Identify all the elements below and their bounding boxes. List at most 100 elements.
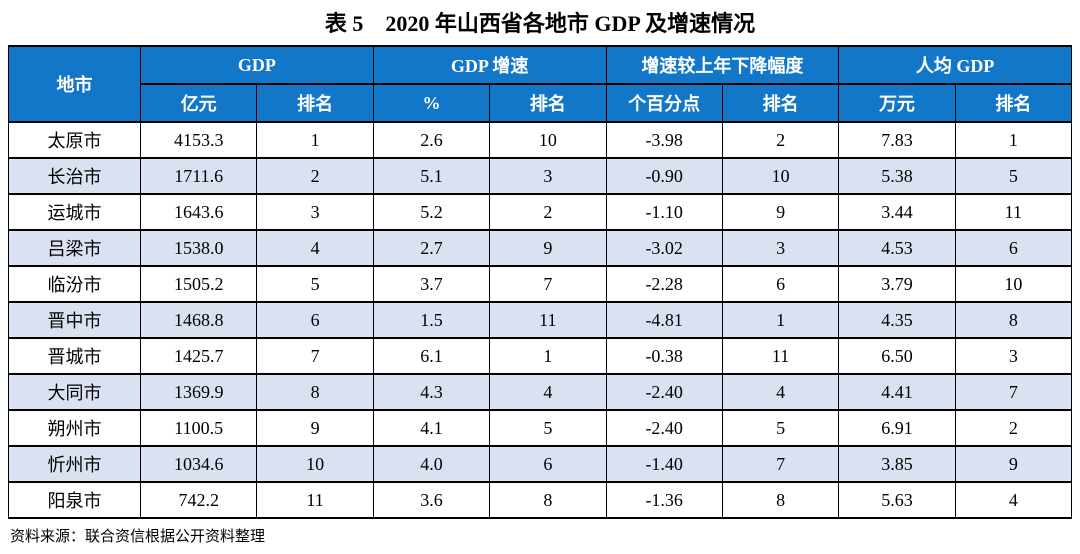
value-cell: 3 xyxy=(489,157,607,195)
value-cell: 2 xyxy=(954,409,1073,447)
value-cell: 7 xyxy=(256,337,374,375)
city-cell: 吕梁市 xyxy=(8,229,141,267)
value-cell: 1643.6 xyxy=(139,193,258,231)
city-cell: 长治市 xyxy=(8,157,141,195)
value-cell: 8 xyxy=(256,373,374,411)
value-cell: 7.83 xyxy=(838,121,956,159)
value-cell: 1100.5 xyxy=(139,409,258,447)
value-cell: 10 xyxy=(256,445,374,483)
value-cell: 3.6 xyxy=(372,481,491,519)
value-cell: -2.40 xyxy=(605,409,723,447)
value-cell: 10 xyxy=(721,157,840,195)
value-cell: 2 xyxy=(256,157,374,195)
value-cell: 5.63 xyxy=(838,481,956,519)
value-cell: 8 xyxy=(721,481,840,519)
value-cell: 1468.8 xyxy=(139,301,258,339)
table-row: 临汾市 1505.2 5 3.7 7 -2.28 6 3.79 10 xyxy=(8,265,1073,303)
table-row: 太原市 4153.3 1 2.6 10 -3.98 2 7.83 1 xyxy=(8,121,1073,159)
col-header-decline-rank: 排名 xyxy=(721,83,840,123)
value-cell: 1034.6 xyxy=(139,445,258,483)
value-cell: -2.40 xyxy=(605,373,723,411)
value-cell: 1505.2 xyxy=(139,265,258,303)
value-cell: 1 xyxy=(256,121,374,159)
value-cell: 4 xyxy=(489,373,607,411)
value-cell: 5.1 xyxy=(372,157,491,195)
value-cell: 3 xyxy=(256,193,374,231)
value-cell: 8 xyxy=(489,481,607,519)
value-cell: 3 xyxy=(954,337,1073,375)
value-cell: 1 xyxy=(954,121,1073,159)
table-row: 忻州市 1034.6 10 4.0 6 -1.40 7 3.85 9 xyxy=(8,445,1073,483)
value-cell: 8 xyxy=(954,301,1073,339)
value-cell: 2.6 xyxy=(372,121,491,159)
value-cell: 1369.9 xyxy=(139,373,258,411)
value-cell: 742.2 xyxy=(139,481,258,519)
group-header-growth-decline: 增速较上年下降幅度 xyxy=(605,45,840,85)
col-header-percap-value: 万元 xyxy=(838,83,956,123)
value-cell: 2 xyxy=(721,121,840,159)
table-row: 吕梁市 1538.0 4 2.7 9 -3.02 3 4.53 6 xyxy=(8,229,1073,267)
group-header-gdp-per-capita: 人均 GDP xyxy=(838,45,1072,85)
value-cell: 10 xyxy=(489,121,607,159)
table-row: 晋城市 1425.7 7 6.1 1 -0.38 11 6.50 3 xyxy=(8,337,1073,375)
value-cell: 5.38 xyxy=(838,157,956,195)
value-cell: 4.1 xyxy=(372,409,491,447)
value-cell: 6.50 xyxy=(838,337,956,375)
value-cell: 5 xyxy=(721,409,840,447)
city-cell: 晋城市 xyxy=(8,337,141,375)
value-cell: 6.1 xyxy=(372,337,491,375)
value-cell: 5 xyxy=(954,157,1073,195)
value-cell: -3.02 xyxy=(605,229,723,267)
table-row: 大同市 1369.9 8 4.3 4 -2.40 4 4.41 7 xyxy=(8,373,1073,411)
value-cell: 4 xyxy=(954,481,1073,519)
value-cell: 3.44 xyxy=(838,193,956,231)
col-header-percap-rank: 排名 xyxy=(954,83,1073,123)
table-title: 表 5 2020 年山西省各地市 GDP 及增速情况 xyxy=(324,11,756,36)
value-cell: 6 xyxy=(489,445,607,483)
value-cell: 11 xyxy=(256,481,374,519)
city-cell: 临汾市 xyxy=(8,265,141,303)
gdp-table: 地市 GDP GDP 增速 增速较上年下降幅度 人均 GDP 亿元 排名 % 排… xyxy=(8,45,1073,519)
group-header-row: 地市 GDP GDP 增速 增速较上年下降幅度 人均 GDP xyxy=(8,45,1072,123)
value-cell: 4 xyxy=(721,373,840,411)
value-cell: 9 xyxy=(954,445,1073,483)
value-cell: 5 xyxy=(489,409,607,447)
value-cell: 6.91 xyxy=(838,409,956,447)
value-cell: 4.0 xyxy=(372,445,491,483)
value-cell: -3.98 xyxy=(605,121,723,159)
value-cell: 2 xyxy=(489,193,607,231)
value-cell: 3.7 xyxy=(372,265,491,303)
table-row: 长治市 1711.6 2 5.1 3 -0.90 10 5.38 5 xyxy=(8,157,1073,195)
value-cell: -0.90 xyxy=(605,157,723,195)
value-cell: 3.79 xyxy=(838,265,956,303)
table-row: 晋中市 1468.8 6 1.5 11 -4.81 1 4.35 8 xyxy=(8,301,1073,339)
value-cell: 6 xyxy=(256,301,374,339)
value-cell: 7 xyxy=(954,373,1073,411)
col-header-gdp-value: 亿元 xyxy=(139,83,258,123)
value-cell: 1 xyxy=(489,337,607,375)
value-cell: 4.3 xyxy=(372,373,491,411)
table-body: 太原市 4153.3 1 2.6 10 -3.98 2 7.83 1 长治市 1711.6 2 5.1 3… xyxy=(8,121,1073,519)
value-cell: 4153.3 xyxy=(139,121,258,159)
col-header-gdp-rank: 排名 xyxy=(256,83,374,123)
city-cell: 太原市 xyxy=(8,121,141,159)
col-header-growth-pct: % xyxy=(372,83,491,123)
value-cell: 9 xyxy=(721,193,840,231)
value-cell: 9 xyxy=(256,409,374,447)
value-cell: 9 xyxy=(489,229,607,267)
value-cell: 1425.7 xyxy=(139,337,258,375)
value-cell: 4.53 xyxy=(838,229,956,267)
table-row: 朔州市 1100.5 9 4.1 5 -2.40 5 6.91 2 xyxy=(8,409,1073,447)
value-cell: 4.35 xyxy=(838,301,956,339)
sub-header-row: 亿元 排名 % 排名 个百分点 排名 万元 排名 xyxy=(9,83,1073,123)
value-cell: 3 xyxy=(721,229,840,267)
value-cell: 6 xyxy=(721,265,840,303)
city-cell: 大同市 xyxy=(8,373,141,411)
group-header-gdp-growth: GDP 增速 xyxy=(372,45,607,85)
value-cell: 11 xyxy=(721,337,840,375)
value-cell: -1.36 xyxy=(605,481,723,519)
value-cell: 1.5 xyxy=(372,301,491,339)
value-cell: 1 xyxy=(721,301,840,339)
value-cell: 7 xyxy=(489,265,607,303)
